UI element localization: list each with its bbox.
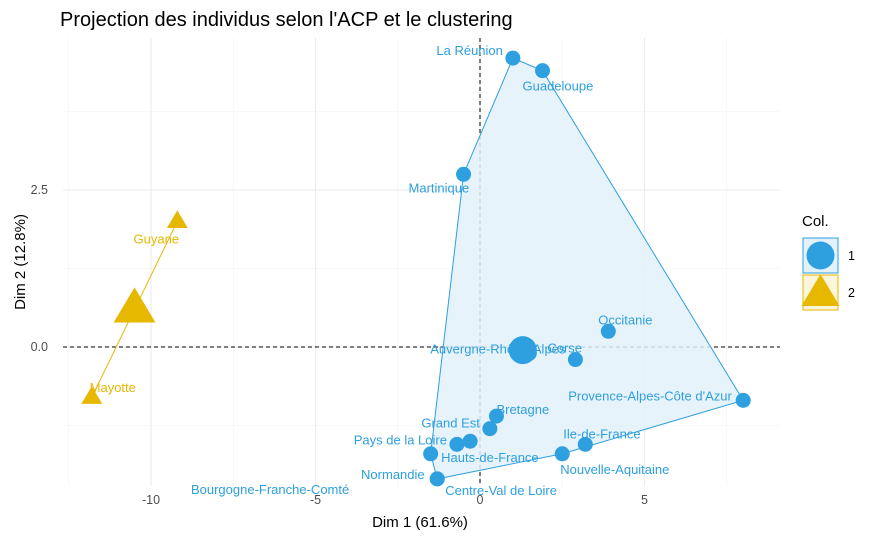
data-point <box>429 471 445 487</box>
axis-ticks: -10 -5 0 5 0.0 2.5 <box>31 183 648 507</box>
data-point <box>577 436 593 452</box>
point-label: Centre-Val de Loire <box>445 483 557 498</box>
y-axis-title: Dim 2 (12.8%) <box>12 214 29 310</box>
point-label: Martinique <box>409 180 470 195</box>
point-label: Ile-de-France <box>563 426 640 441</box>
point-label: Nouvelle-Aquitaine <box>560 462 669 477</box>
cluster-1-hull <box>430 57 744 480</box>
data-point <box>462 433 478 449</box>
point-label: La Réunion <box>436 43 503 58</box>
point-label: Corse <box>547 340 582 355</box>
y-tick-label: 2.5 <box>31 183 48 197</box>
legend-label-1: 1 <box>848 249 855 263</box>
point-label: Grand Est <box>421 416 480 431</box>
point-label: Guyane <box>134 231 180 246</box>
cluster-hulls <box>91 57 744 480</box>
data-point <box>600 323 616 339</box>
data-point <box>456 166 472 182</box>
point-label: Bourgogne-Franche-Comté <box>191 482 349 497</box>
point-label: Occitanie <box>598 312 652 327</box>
data-point <box>554 446 570 462</box>
legend-symbol-2 <box>801 274 840 306</box>
x-axis-title: Dim 1 (61.6%) <box>372 514 468 531</box>
data-point <box>81 386 103 404</box>
x-tick-label: 5 <box>641 493 648 507</box>
point-label: Auvergne-Rhône-Alpes <box>430 342 566 357</box>
point-label: Mayotte <box>90 380 136 395</box>
data-point <box>735 392 751 408</box>
point-label: Provence-Alpes-Côte d'Azur <box>568 388 732 403</box>
cluster-2-centroid <box>113 287 156 323</box>
legend-title: Col. <box>802 213 829 230</box>
x-tick-label: -5 <box>310 493 321 507</box>
chart-title: Projection des individus selon l'ACP et … <box>60 9 513 31</box>
data-point <box>535 63 551 79</box>
data-point <box>505 50 521 66</box>
point-label: Hauts-de-France <box>441 450 539 465</box>
data-point <box>482 421 498 437</box>
y-tick-label: 0.0 <box>31 340 48 354</box>
point-label: Normandie <box>361 467 425 482</box>
data-point <box>488 408 504 424</box>
legend-symbol-1 <box>806 241 835 270</box>
x-tick-label: 0 <box>477 493 484 507</box>
data-point <box>567 352 583 368</box>
cluster-1-centroid <box>508 336 537 365</box>
points <box>81 50 751 487</box>
data-point <box>423 446 439 462</box>
data-point <box>166 210 188 228</box>
legend: Col. 1 2 <box>801 213 855 311</box>
point-label: Bretagne <box>496 402 549 417</box>
x-tick-label: -10 <box>142 493 160 507</box>
point-label: Guadeloupe <box>523 79 594 94</box>
data-point <box>449 436 465 452</box>
point-labels: La Réunion Guadeloupe Martinique Occitanie C… <box>90 43 733 498</box>
legend-label-2: 2 <box>848 286 855 300</box>
point-label: Pays de la Loire <box>354 432 447 447</box>
